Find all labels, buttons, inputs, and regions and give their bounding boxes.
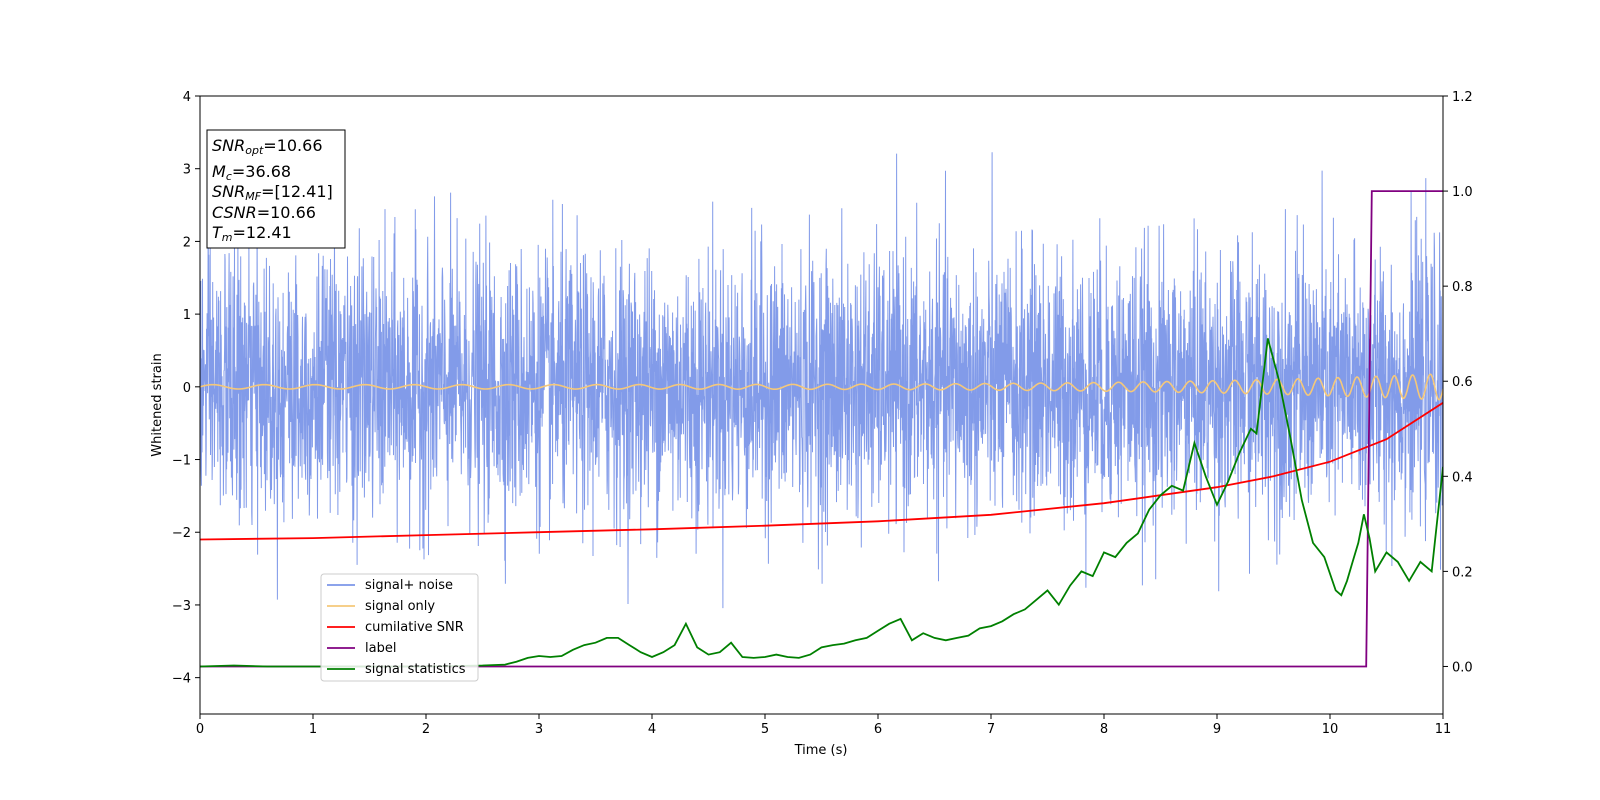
x-tick-label: 5 — [761, 722, 769, 737]
info-snr-mf: SNRMF=[12.41] — [212, 182, 333, 203]
x-tick-label: 3 — [535, 722, 543, 737]
y2-tick-label: 0.4 — [1452, 470, 1473, 485]
series-layer — [200, 152, 1443, 668]
y-tick-label: 1 — [183, 308, 191, 323]
plot-frame — [199, 95, 1444, 715]
legend-item-signal-only: signal only — [327, 599, 435, 614]
x-tick-label: 7 — [987, 722, 995, 737]
y-axis-right: 1.2 1.0 0.8 0.6 0.4 0.2 0.0 — [1443, 90, 1473, 675]
legend-item-label: label — [327, 641, 396, 656]
x-tick-label: 9 — [1213, 722, 1221, 737]
x-tick-label: 10 — [1322, 722, 1339, 737]
y2-tick-label: 0.0 — [1452, 660, 1473, 675]
svg-text:cumilative SNR: cumilative SNR — [365, 620, 464, 635]
y-axis-left: 4 3 2 1 0 −1 −2 −3 −4 — [172, 90, 200, 687]
series-cumilative-snr — [200, 402, 1443, 541]
y-tick-label: −3 — [172, 599, 191, 614]
y-tick-label: −2 — [172, 526, 191, 541]
x-tick-label: 6 — [874, 722, 882, 737]
x-tick-label: 4 — [648, 722, 656, 737]
info-csnr: CSNR=10.66 — [212, 203, 316, 222]
legend-item-signal-statistics: signal statistics — [327, 662, 466, 677]
y2-tick-label: 0.2 — [1452, 565, 1473, 580]
x-tick-label: 2 — [422, 722, 430, 737]
y-tick-label: 2 — [183, 235, 191, 250]
x-tick-label: 8 — [1100, 722, 1108, 737]
y2-tick-label: 0.6 — [1452, 375, 1473, 390]
y-tick-label: −4 — [172, 672, 191, 687]
y-tick-label: 4 — [183, 90, 191, 105]
x-tick-label: 11 — [1435, 722, 1452, 737]
svg-text:signal statistics: signal statistics — [365, 662, 466, 677]
svg-text:signal+ noise: signal+ noise — [365, 578, 453, 593]
x-axis-label: Time (s) — [794, 743, 848, 758]
info-box: SNRopt=10.66 Mc=36.68 SNRMF=[12.41] CSNR… — [206, 129, 346, 249]
y2-tick-label: 1.0 — [1452, 185, 1473, 200]
y-tick-label: −1 — [172, 454, 191, 469]
series-label — [200, 190, 1443, 668]
series-signal-statistics — [200, 338, 1443, 668]
y-tick-label: 3 — [183, 163, 191, 178]
info-mc: Mc=36.68 — [212, 162, 291, 183]
x-axis: 0 1 2 3 4 5 6 7 8 9 10 11 — [196, 714, 1451, 737]
y-axis-label: Whitened strain — [150, 353, 165, 456]
legend-item-cumilative-snr: cumilative SNR — [327, 620, 464, 635]
series-signal-only — [200, 373, 1443, 401]
legend: signal+ noise signal only cumilative SNR… — [320, 573, 479, 682]
y-tick-label: 0 — [183, 381, 191, 396]
y2-tick-label: 1.2 — [1452, 90, 1473, 105]
svg-text:label: label — [365, 641, 396, 656]
info-tm: Tm=12.41 — [212, 223, 292, 244]
svg-text:signal only: signal only — [365, 599, 435, 614]
x-tick-label: 1 — [309, 722, 317, 737]
series-signal-noise — [200, 152, 1443, 609]
legend-item-signal-noise: signal+ noise — [327, 578, 453, 593]
info-snr-opt: SNRopt=10.66 — [212, 136, 323, 157]
x-tick-label: 0 — [196, 722, 204, 737]
y2-tick-label: 0.8 — [1452, 280, 1473, 295]
